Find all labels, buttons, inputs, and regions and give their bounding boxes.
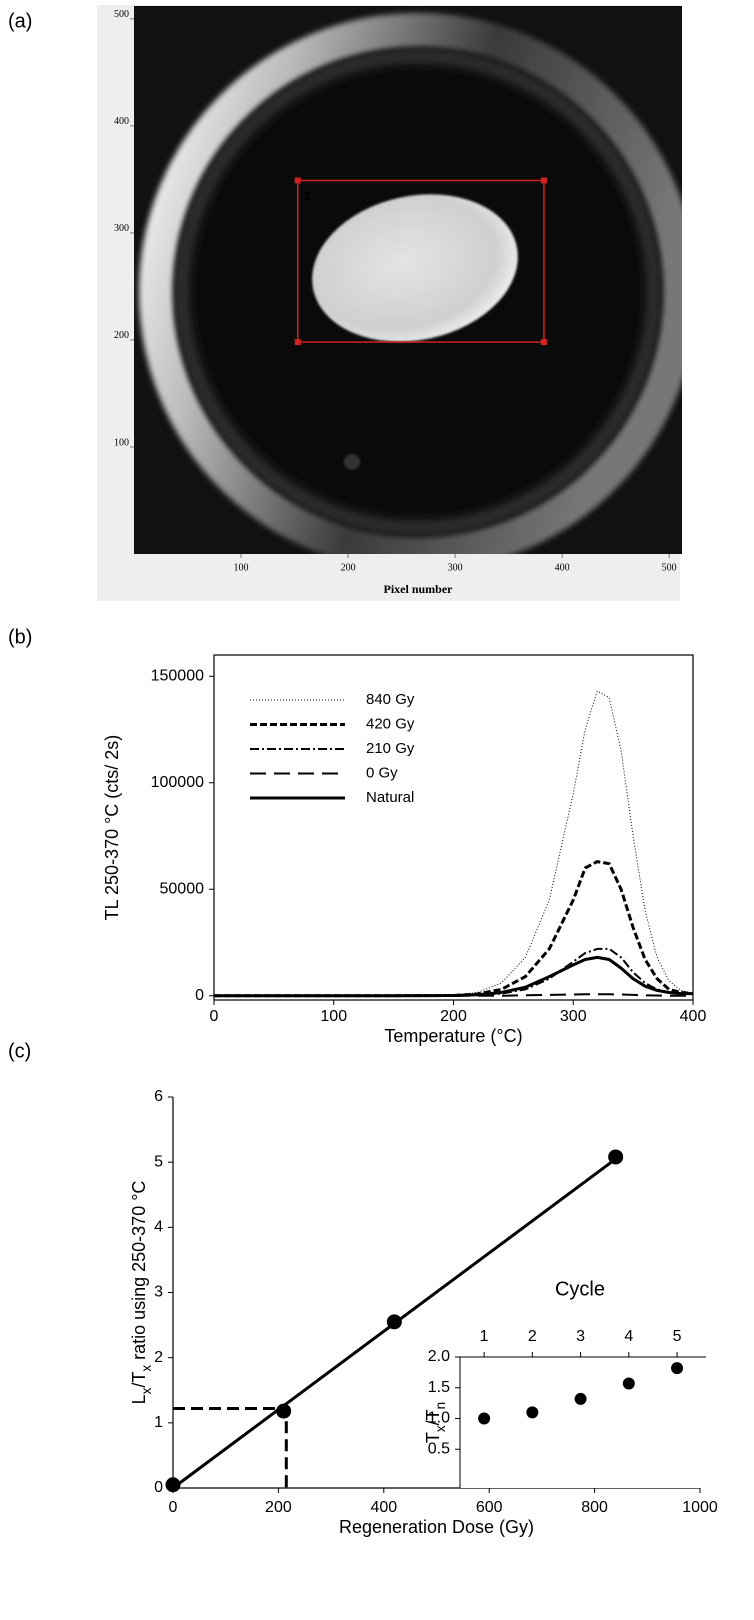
legend-label: 0 Gy: [366, 764, 398, 781]
y-tick-label: 4: [154, 1219, 163, 1236]
x-axis-label: Regeneration Dose (Gy): [339, 1517, 534, 1537]
x-axis-label: Temperature (°C): [384, 1026, 522, 1046]
x-tick-label: 600: [476, 1499, 503, 1516]
roi-label: 1: [304, 188, 311, 203]
y-axis-label: Tx/Tn: [423, 1402, 448, 1443]
x-tick-label: 400: [370, 1499, 397, 1516]
legend-label: Natural: [366, 789, 414, 806]
label-part: L: [129, 1394, 149, 1404]
data-point: [574, 1392, 587, 1405]
dish-inner-rim: [175, 49, 661, 535]
legend-label: 210 Gy: [366, 740, 415, 757]
x-tick-label: 500: [662, 562, 677, 573]
y-tick-label: 3: [154, 1284, 163, 1301]
y-tick-label: 2.0: [428, 1348, 450, 1365]
y-tick-label: 100: [114, 437, 129, 448]
roi-handle: [294, 177, 301, 184]
y-tick-label: 1: [154, 1414, 163, 1431]
series-line: [214, 690, 694, 997]
y-tick-label: 5: [154, 1153, 163, 1170]
label-part: ratio using 250-370 °C: [129, 1181, 149, 1365]
data-point: [386, 1314, 402, 1330]
speck: [344, 454, 360, 470]
series-line: [214, 947, 694, 997]
series-line: [214, 955, 693, 998]
roi-handle: [294, 339, 301, 346]
x-axis-label: Cycle: [555, 1278, 605, 1300]
plot-frame: [213, 654, 694, 1001]
data-point: [478, 1412, 491, 1425]
data-point: [276, 1403, 292, 1419]
x-tick-label: 100: [320, 1008, 347, 1025]
x-tick-label: 400: [680, 1008, 707, 1025]
x-tick-label: 200: [440, 1008, 467, 1025]
x-tick-label: 1000: [682, 1499, 718, 1516]
inset-background: [460, 1357, 706, 1488]
label-part: x: [139, 1387, 154, 1394]
x-tick-label: 1: [480, 1328, 489, 1345]
y-tick-label: 100000: [151, 774, 204, 791]
data-point: [165, 1477, 181, 1493]
series-line: [214, 993, 693, 997]
y-tick-label: 1.0: [428, 1410, 450, 1427]
y-tick-label: 1.5: [428, 1379, 450, 1396]
x-tick-label: 400: [555, 562, 570, 573]
x-tick-label: 0: [169, 1499, 178, 1516]
shell: [312, 194, 518, 342]
label-part: /T: [129, 1372, 149, 1388]
x-tick-label: 0: [210, 1008, 219, 1025]
y-tick-label: 50000: [160, 880, 205, 897]
panel-label: (a): [8, 10, 32, 32]
label-part: x: [433, 1425, 448, 1432]
label-part: n: [433, 1402, 448, 1410]
x-tick-label: 5: [673, 1328, 682, 1345]
x-tick-label: 300: [448, 562, 463, 573]
legend-label: 420 Gy: [366, 715, 415, 732]
data-point: [608, 1149, 624, 1165]
x-tick-label: 200: [341, 562, 356, 573]
x-tick-label: 200: [265, 1499, 292, 1516]
data-point: [526, 1406, 539, 1419]
y-tick-label: 0.5: [428, 1440, 450, 1457]
y-tick-label: 500: [114, 9, 129, 20]
y-tick-label: 2: [154, 1349, 163, 1366]
y-tick-label: 0: [154, 1479, 163, 1496]
roi-handle: [540, 177, 547, 184]
y-tick-label: 150000: [151, 668, 204, 685]
panel-label: (c): [8, 1040, 31, 1062]
y-tick-label: 300: [114, 223, 129, 234]
series-line: [214, 860, 694, 998]
x-tick-label: 800: [581, 1499, 608, 1516]
label-part: T: [423, 1432, 443, 1443]
legend-label: 840 Gy: [366, 691, 415, 708]
x-tick-label: 100: [234, 562, 249, 573]
y-axis-label: Lx/Tx ratio using 250-370 °C: [129, 1181, 154, 1405]
y-tick-label: 200: [114, 330, 129, 341]
x-tick-label: 3: [576, 1328, 585, 1345]
data-point: [671, 1362, 684, 1375]
y-tick-label: 400: [114, 116, 129, 127]
data-point: [622, 1377, 635, 1390]
photo: [134, 6, 682, 554]
panel-label: (b): [8, 626, 32, 648]
y-axis-label: TL 250-370 °C (cts/ 2s): [102, 735, 122, 921]
x-tick-label: 4: [624, 1328, 633, 1345]
y-tick-label: 0: [195, 987, 204, 1004]
label-part: x: [139, 1365, 154, 1372]
x-tick-label: 300: [560, 1008, 587, 1025]
y-tick-label: 6: [154, 1088, 163, 1105]
x-axis-label: Pixel number: [384, 582, 454, 596]
x-tick-label: 2: [528, 1328, 537, 1345]
label-part: /T: [423, 1409, 443, 1425]
dish-rim: [139, 13, 682, 554]
roi-box: [297, 179, 545, 343]
roi-handle: [540, 339, 547, 346]
